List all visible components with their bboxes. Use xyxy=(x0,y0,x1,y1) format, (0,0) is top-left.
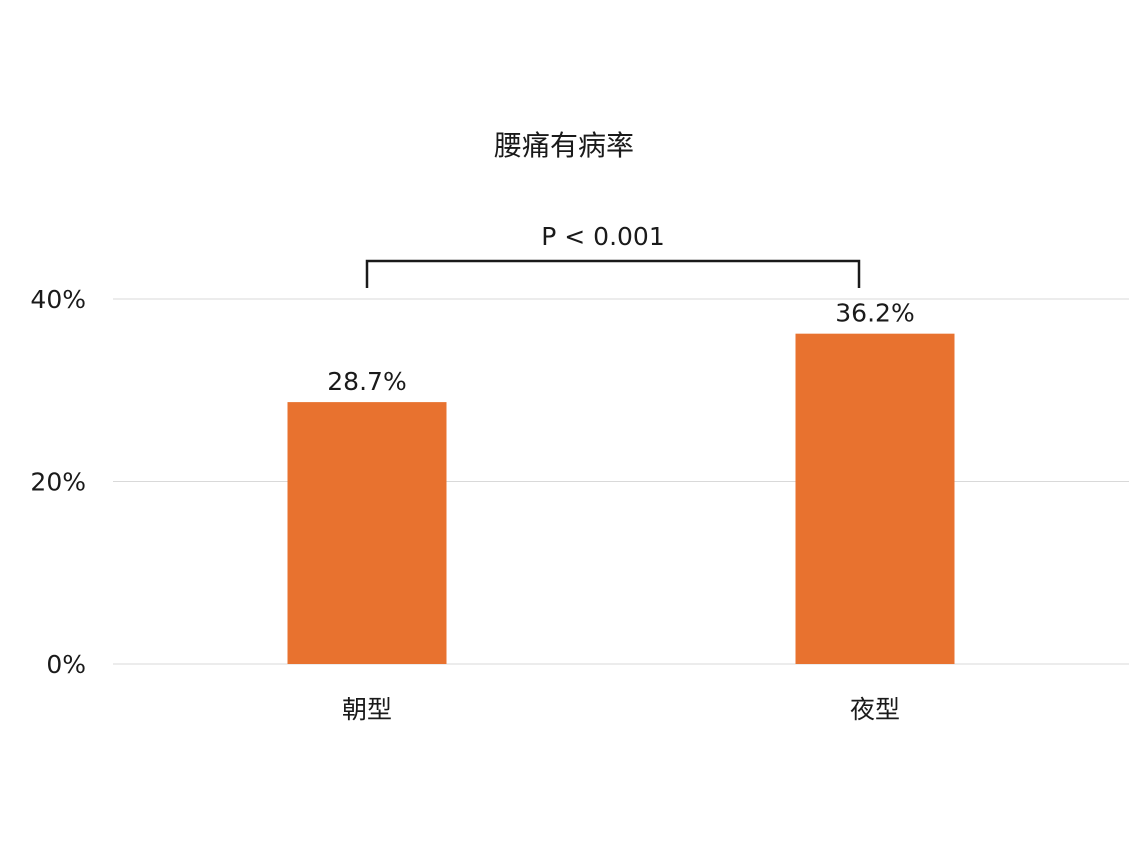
x-axis-ticks: 朝型 夜型 xyxy=(342,695,900,724)
chart-title: 腰痛有病率 xyxy=(494,129,634,162)
significance-annotation: P < 0.001 xyxy=(365,222,861,288)
x-tick-label: 夜型 xyxy=(850,695,900,724)
x-tick-label: 朝型 xyxy=(342,695,392,724)
significance-label: P < 0.001 xyxy=(541,222,665,251)
gridlines xyxy=(113,298,1129,665)
significance-bracket xyxy=(365,259,861,288)
data-labels: 28.7% 36.2% xyxy=(327,299,914,396)
y-axis-ticks: 0% 20% 40% xyxy=(30,285,86,679)
y-tick-label: 40% xyxy=(30,285,86,314)
y-tick-label: 20% xyxy=(30,468,86,497)
bar-2 xyxy=(795,333,955,664)
bar-1 xyxy=(287,402,447,664)
bar-value-label: 36.2% xyxy=(835,299,914,328)
bar-value-label: 28.7% xyxy=(327,367,406,396)
y-tick-label: 0% xyxy=(46,650,86,679)
bars xyxy=(287,333,955,664)
